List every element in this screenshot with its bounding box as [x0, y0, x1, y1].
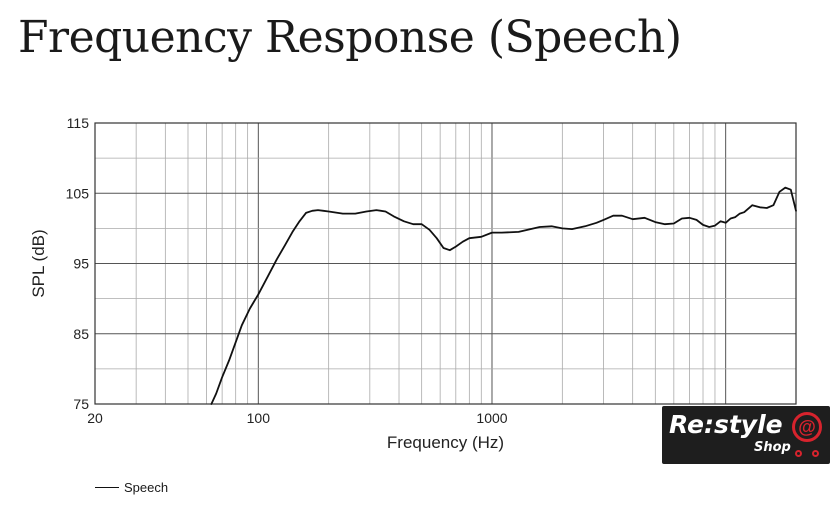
logo-subtitle: Shop: [754, 440, 791, 455]
cart-wheel-icon: [795, 450, 802, 457]
x-axis-label: Frequency (Hz): [387, 433, 504, 452]
y-tick-label: 75: [73, 396, 89, 412]
plot-frame: [94, 122, 797, 405]
y-tick-label: 105: [66, 185, 90, 201]
series-line-speech: [210, 186, 797, 405]
chart-title: Frequency Response (Speech): [18, 12, 682, 63]
legend-line-swatch: [95, 487, 119, 488]
logo-wordmark: Re:style: [669, 410, 783, 439]
restyle-shop-logo: Re:style Shop @: [662, 406, 830, 464]
x-tick-label: 1000: [476, 410, 507, 426]
cart-wheel-icon: [812, 450, 819, 457]
x-tick-label: 100: [247, 410, 271, 426]
x-tick-label: 20: [87, 410, 103, 426]
at-sign-icon: @: [792, 412, 822, 442]
legend: Speech: [95, 480, 168, 495]
legend-label: Speech: [124, 480, 169, 495]
y-axis-label: SPL (dB): [29, 229, 48, 297]
y-tick-label: 115: [67, 115, 90, 131]
y-tick-label: 85: [73, 326, 89, 342]
y-tick-label: 95: [73, 256, 89, 272]
